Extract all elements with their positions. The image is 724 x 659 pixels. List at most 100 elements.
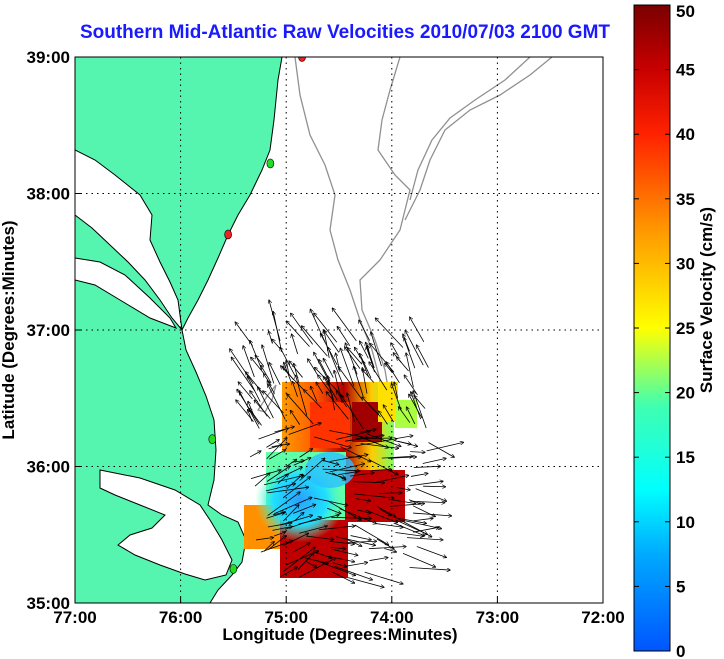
velocity-arrow — [248, 402, 254, 415]
pamlico-sound — [99, 469, 233, 581]
velocity-arrow — [286, 475, 303, 490]
velocity-arrow — [397, 357, 409, 372]
lon-tick-label: 77:00 — [53, 608, 96, 627]
colorbar-tick-label: 0 — [676, 642, 685, 659]
velocity-arrow — [346, 541, 377, 542]
velocity-arrow — [282, 477, 310, 499]
velocity-arrow — [395, 517, 432, 536]
velocity-arrow — [329, 464, 365, 473]
velocity-arrow — [292, 543, 310, 553]
velocity-arrow — [405, 331, 424, 366]
velocity-arrow — [428, 442, 454, 458]
velocity-arrow — [292, 334, 299, 354]
velocity-arrow — [288, 423, 321, 435]
lat-tick-label: 39:00 — [27, 48, 70, 67]
velocity-arrow — [379, 493, 402, 494]
bathymetry-contour-1 — [294, 57, 381, 411]
velocity-arrow — [384, 548, 396, 552]
velocity-arrow — [402, 552, 435, 567]
velocity-arrow — [322, 468, 360, 471]
velocity-arrow — [368, 459, 398, 475]
velocity-arrow — [348, 577, 384, 588]
velocity-arrow — [409, 395, 423, 419]
colorbar-tick-label: 45 — [676, 61, 695, 80]
velocity-arrow — [264, 475, 304, 486]
velocity-arrow — [395, 532, 423, 536]
latitude-ticks: 35:00 36:00 37:00 38:00 39:00 — [27, 48, 81, 613]
velocity-arrow — [415, 488, 447, 502]
velocity-arrow — [426, 442, 464, 452]
velocity-arrow — [407, 537, 443, 540]
velocity-arrow — [284, 517, 321, 530]
velocity-arrow — [381, 456, 413, 459]
colorbar-tick-label: 30 — [676, 254, 695, 273]
velocity-arrow — [411, 392, 422, 420]
velocity-arrow — [254, 473, 270, 487]
velocity-arrow — [362, 397, 381, 418]
velocity-arrow — [262, 345, 275, 384]
velocity-arrow — [292, 382, 298, 397]
velocity-arrow — [328, 540, 354, 544]
velocity-arrow — [355, 498, 371, 501]
velocity-arrow — [296, 376, 308, 416]
velocity-arrow — [391, 343, 400, 357]
velocity-arrow — [354, 493, 393, 498]
y-axis-label: Latitude (Degrees:Minutes) — [0, 220, 18, 439]
velocity-arrow — [362, 368, 368, 394]
velocity-arrow — [423, 486, 445, 487]
velocity-arrow — [376, 318, 404, 348]
colorbar-tick-label: 40 — [676, 125, 695, 144]
velocity-arrow — [347, 393, 355, 422]
velocity-arrow — [394, 522, 424, 536]
velocity-arrow — [324, 331, 340, 353]
velocity-arrow — [246, 372, 264, 394]
velocity-arrow — [338, 367, 363, 400]
chesapeake-bay — [75, 149, 183, 332]
velocity-arrow — [338, 472, 357, 475]
velocity-arrow — [256, 538, 273, 541]
velocity-arrow — [314, 436, 351, 448]
lon-tick-label: 72:00 — [581, 608, 624, 627]
velocity-arrow — [299, 558, 336, 578]
bathymetry-contour-3 — [404, 57, 553, 221]
velocity-arrow — [353, 482, 384, 483]
velocity-arrow — [404, 338, 416, 369]
lon-tick-label: 76:00 — [159, 608, 202, 627]
velocity-arrow — [332, 308, 357, 342]
velocity-arrow — [329, 430, 367, 438]
velocity-arrow — [313, 497, 348, 505]
velocity-arrow — [376, 538, 394, 549]
lon-tick-label: 73:00 — [476, 608, 519, 627]
velocity-arrow — [323, 359, 334, 378]
velocity-arrow — [267, 536, 286, 551]
lat-tick-label: 38:00 — [27, 185, 70, 204]
velocity-arrow — [380, 509, 391, 515]
velocity-arrow — [230, 349, 254, 385]
velocity-arrow — [399, 407, 411, 423]
velocity-arrow — [373, 475, 409, 484]
velocity-arrow — [243, 346, 255, 378]
velocity-arrow — [267, 487, 308, 494]
colorbar-ticks: 0 5 10 15 20 25 30 35 40 45 50 — [634, 2, 695, 659]
velocity-arrow — [350, 535, 371, 540]
velocity-arrow — [357, 509, 371, 513]
velocity-arrow — [266, 466, 290, 482]
velocity-arrow — [314, 353, 330, 383]
velocity-arrow — [294, 364, 300, 384]
map-title: Southern Mid-Atlantic Raw Velocities 201… — [79, 22, 611, 43]
velocity-arrow — [318, 526, 355, 531]
x-axis-label: Longitude (Degrees:Minutes) — [222, 625, 457, 644]
velocity-arrow — [359, 429, 376, 433]
velocity-arrow — [368, 547, 406, 550]
velocity-arrow — [369, 558, 388, 561]
velocity-arrow — [255, 356, 265, 367]
velocity-arrow — [394, 436, 412, 440]
velocity-arrow — [316, 382, 324, 394]
velocity-arrow — [291, 313, 313, 345]
velocity-arrow — [266, 513, 284, 519]
velocity-arrow — [334, 371, 343, 404]
colorbar-tick-label: 15 — [676, 448, 695, 467]
velocity-arrow — [302, 326, 328, 357]
velocity-arrow — [269, 450, 285, 460]
velocity-arrow — [251, 358, 266, 375]
